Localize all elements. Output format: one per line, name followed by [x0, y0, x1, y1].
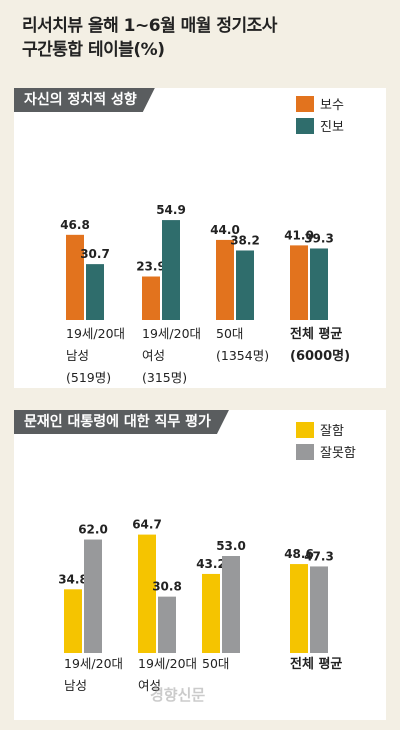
category-label: 19세/20대	[64, 656, 123, 671]
bar-series2-2	[236, 250, 254, 320]
legend-swatch	[296, 422, 314, 438]
category-label: 남성	[66, 348, 89, 363]
title-line-2: 구간통합 테이블(%)	[22, 40, 165, 60]
data-label: 39.3	[304, 231, 334, 245]
legend-label: 보수	[320, 98, 344, 113]
data-label: 64.7	[132, 518, 162, 532]
bar-series1-0	[66, 234, 84, 320]
bar-series1-1	[138, 534, 156, 653]
legend-swatch	[296, 96, 314, 112]
data-label: 23.9	[136, 260, 166, 274]
bar-series2-3	[310, 566, 328, 653]
chart-title: 자신의 정치적 성향	[14, 88, 155, 112]
legend-label: 진보	[320, 120, 344, 135]
bar-series2-0	[86, 264, 104, 320]
category-label: (6000명)	[290, 348, 350, 364]
legend-swatch	[296, 444, 314, 460]
bar-series2-0	[84, 539, 102, 653]
bar-series2-1	[162, 220, 180, 320]
bar-series1-2	[202, 573, 220, 653]
data-label: 47.3	[304, 549, 334, 563]
category-label: 여성	[142, 348, 165, 363]
category-label: 50대	[202, 656, 229, 671]
legend-label: 잘함	[320, 424, 344, 439]
data-label: 34.8	[58, 572, 88, 586]
bar-series1-2	[216, 239, 234, 320]
chart-title: 문재인 대통령에 대한 직무 평가	[14, 410, 229, 434]
category-label: (1354명)	[216, 348, 269, 363]
bar-series2-3	[310, 248, 328, 320]
category-label: 50대	[216, 326, 243, 341]
category-label: 전체 평균	[290, 656, 342, 672]
data-label: 48.6	[284, 547, 314, 561]
data-label: 44.0	[210, 223, 240, 237]
data-label: 41.0	[284, 228, 314, 242]
title-line-1: 리서치뷰 올해 1~6월 매월 정기조사	[22, 16, 277, 36]
data-label: 43.2	[196, 557, 226, 571]
category-label: 남성	[64, 678, 87, 693]
data-label: 54.9	[156, 203, 186, 217]
category-label: 19세/20대	[142, 326, 201, 341]
data-label: 53.0	[216, 539, 246, 553]
data-label: 62.0	[78, 523, 108, 537]
chart-job-approval: 34.8 64.7 43.2 48.6 62.0 30.8 53.0 47.3 19세/20대남…	[58, 422, 356, 693]
data-label: 30.7	[80, 247, 110, 261]
category-label: 여성	[138, 678, 161, 693]
category-label: 19세/20대	[66, 326, 125, 341]
legend-label: 잘못함	[320, 446, 356, 461]
page-title: 리서치뷰 올해 1~6월 매월 정기조사 구간통합 테이블(%)	[22, 14, 382, 62]
bar-series2-1	[158, 596, 176, 653]
category-label: (315명)	[142, 370, 187, 385]
legend-swatch	[296, 118, 314, 134]
category-label: 19세/20대	[138, 656, 197, 671]
data-label: 46.8	[60, 218, 90, 232]
watermark: 경향신문	[150, 686, 206, 704]
bar-series1-0	[64, 589, 82, 653]
data-label: 30.8	[152, 580, 182, 594]
bar-series1-3	[290, 564, 308, 653]
category-label: (519명)	[66, 370, 111, 385]
bar-series1-3	[290, 245, 308, 320]
chart-political-leaning: 46.8 23.9 44.0 41.0 30.7 54.9 38.2 39.3 19세/20대남…	[60, 96, 350, 385]
bar-series2-2	[222, 556, 240, 653]
bar-series1-1	[142, 276, 160, 320]
data-label: 38.2	[230, 233, 260, 247]
category-label: 전체 평균	[290, 326, 342, 342]
